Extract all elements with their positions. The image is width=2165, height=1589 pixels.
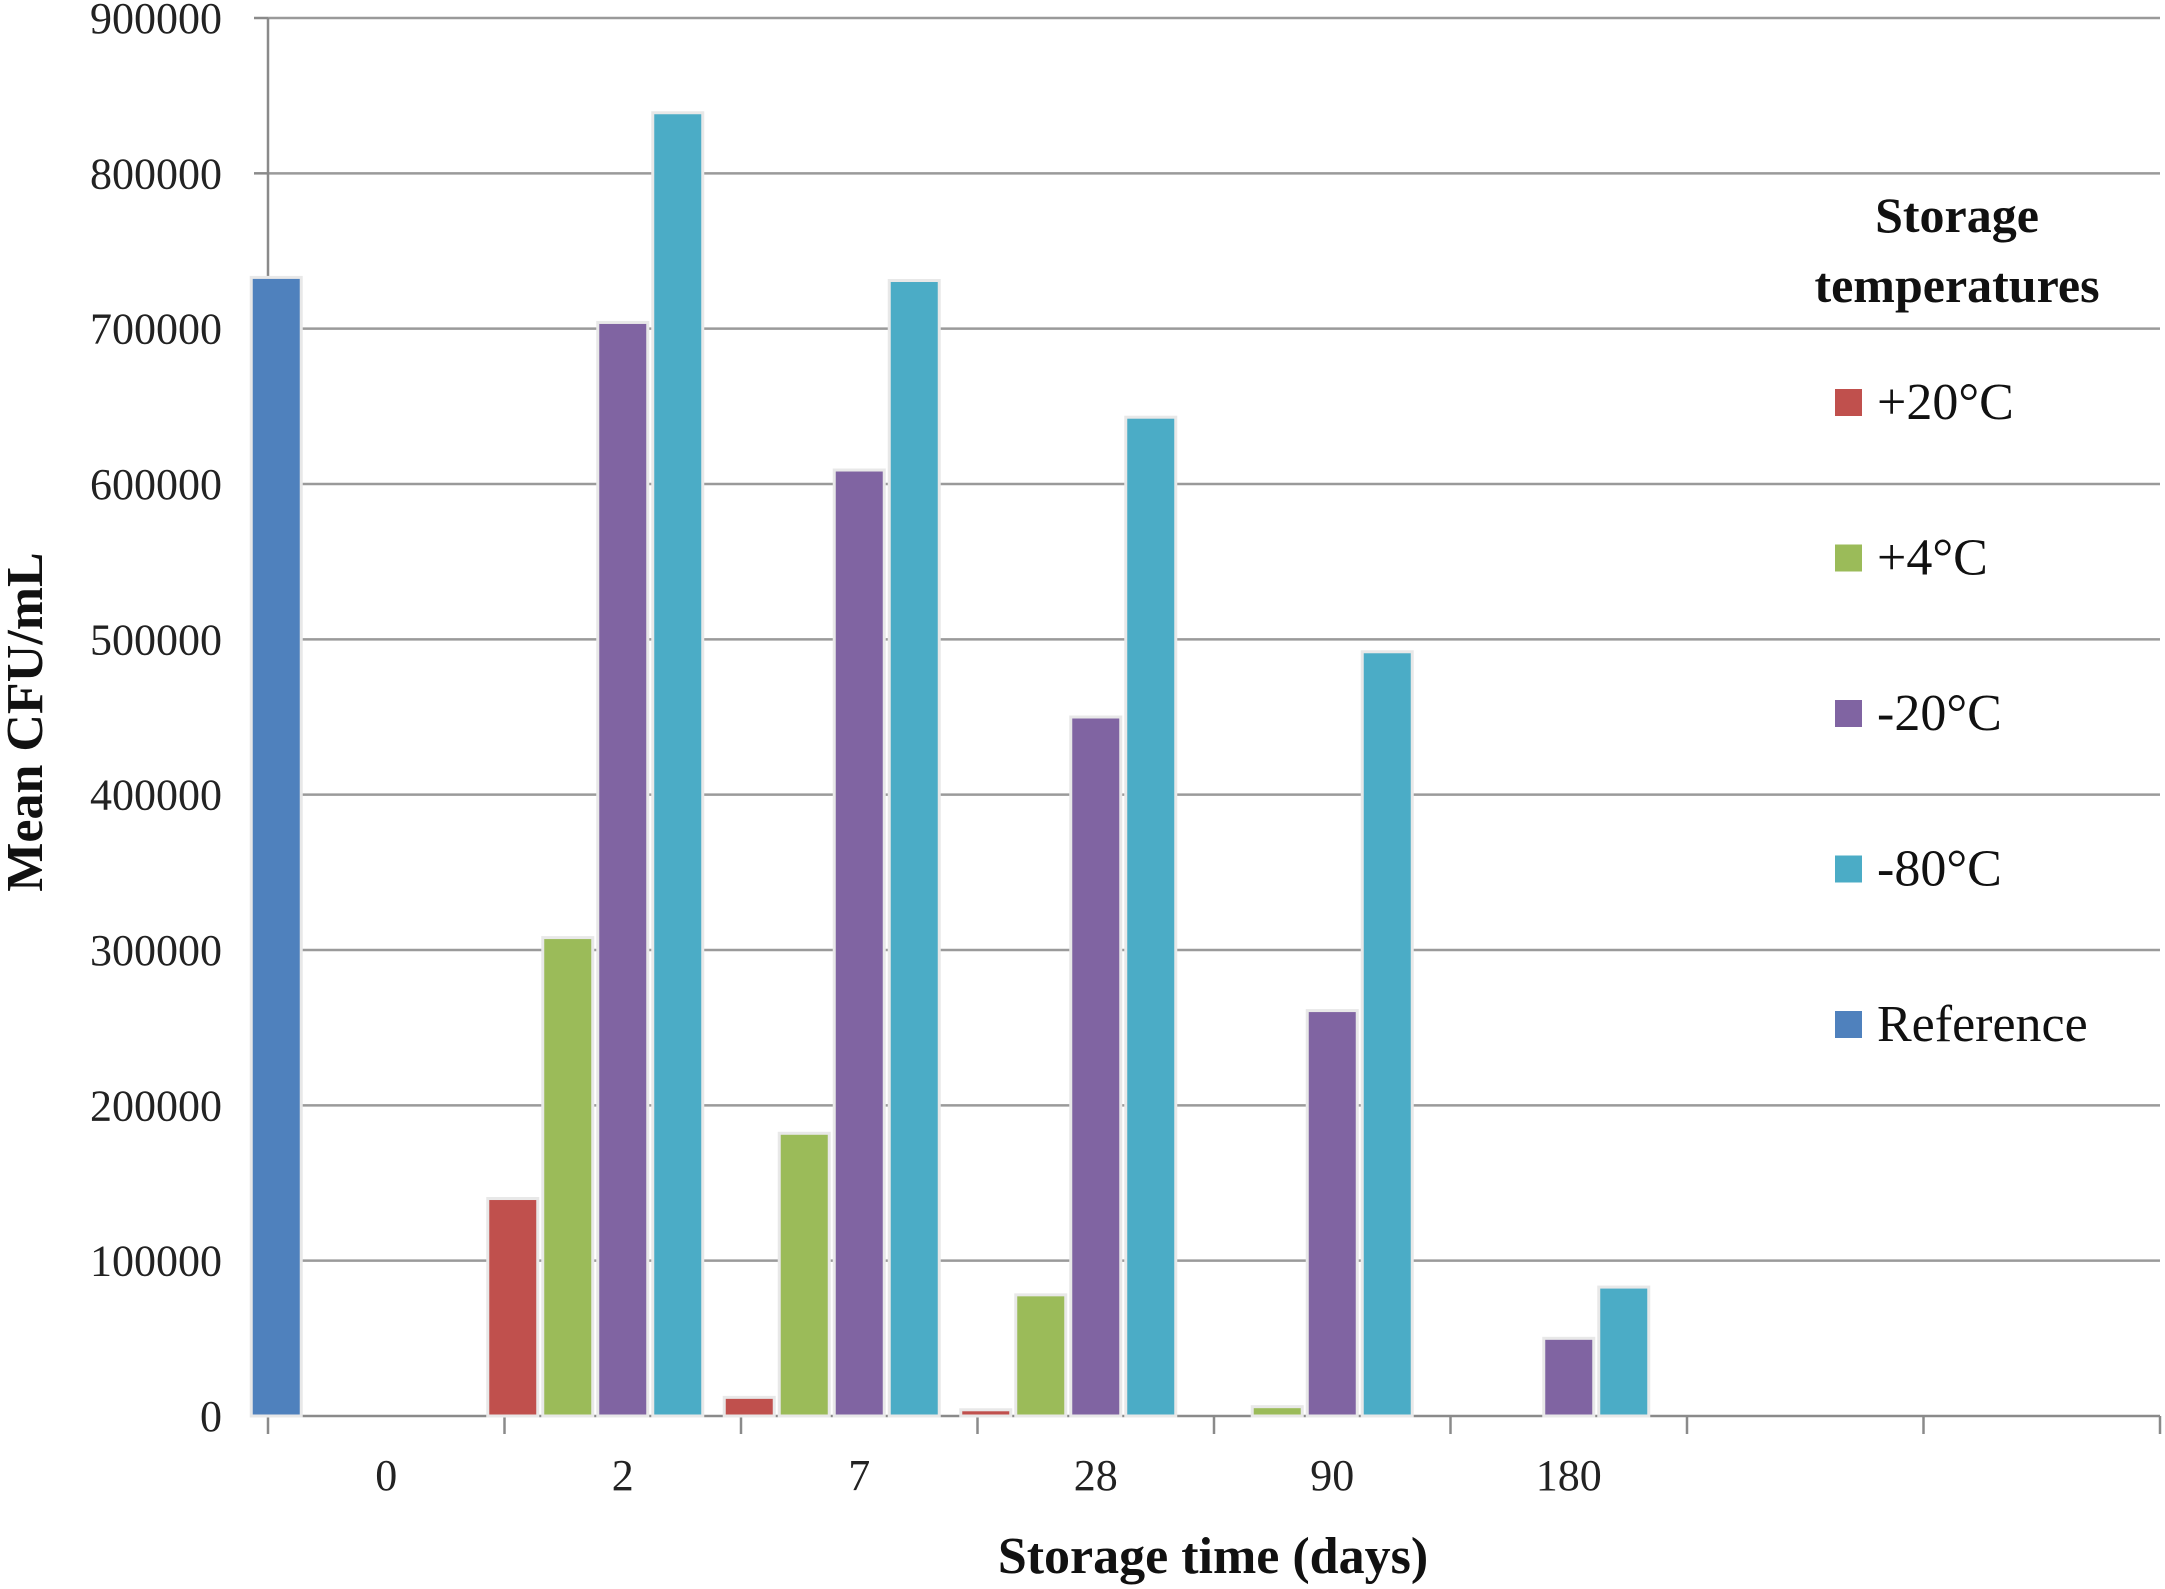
x-tick-label: 28 (1074, 1451, 1118, 1500)
x-tick-label: 0 (375, 1451, 397, 1500)
bar-20c-2 (486, 1197, 540, 1418)
y-tick-label: 100000 (90, 1237, 222, 1286)
legend-label: -80°C (1877, 841, 2002, 898)
y-tick-label: 0 (200, 1392, 222, 1441)
legend-swatch (1835, 544, 1862, 572)
y-tick-label: 300000 (90, 926, 222, 975)
bar-80c-28 (1124, 415, 1178, 1418)
bar-reference-0 (249, 275, 303, 1418)
y-tick-labels: 0 100000 200000 300000 400000 500000 600000 700… (90, 0, 222, 1441)
bar-20c-2 (596, 320, 650, 1418)
y-tick-label: 800000 (90, 149, 222, 198)
y-tick-label: 600000 (90, 460, 222, 509)
bar-20c-7 (722, 1395, 776, 1418)
legend: Storage temperatures +20°C +4°C -20°C -80°C… (1814, 187, 2099, 1053)
x-tick-labels: 0 2 7 28 90 180 (375, 1451, 1602, 1500)
x-axis-title: Storage time (days) (998, 1528, 1428, 1585)
bar-20c-28 (1069, 715, 1123, 1418)
bar-4c-7 (777, 1131, 831, 1418)
y-tick-label: 700000 (90, 305, 222, 354)
legend-label: Reference (1877, 996, 2088, 1053)
y-axis-title: Mean CFU/mL (0, 552, 54, 891)
legend-items: +20°C +4°C -20°C -80°C Reference (1835, 374, 2088, 1053)
bar-4c-2 (541, 936, 595, 1418)
bar-4c-28 (1014, 1293, 1068, 1418)
bar-20c-180 (1542, 1336, 1596, 1418)
y-tick-label: 500000 (90, 615, 222, 664)
bars (249, 111, 1651, 1418)
x-tick-label: 90 (1310, 1451, 1354, 1500)
y-tick-label: 900000 (90, 0, 222, 43)
legend-label: -20°C (1877, 685, 2002, 742)
bar-20c-28 (959, 1408, 1013, 1418)
y-tick-label: 400000 (90, 771, 222, 820)
x-tick-label: 2 (612, 1451, 634, 1500)
legend-swatch (1835, 855, 1862, 883)
legend-label: +4°C (1877, 530, 1988, 587)
legend-title-line-2: temperatures (1814, 257, 2099, 313)
x-tick-label: 180 (1536, 1451, 1602, 1500)
bar-20c-7 (832, 468, 886, 1418)
legend-swatch (1835, 389, 1862, 416)
y-tick-label: 200000 (90, 1081, 222, 1130)
bar-4c-90 (1250, 1405, 1304, 1418)
bar-20c-90 (1305, 1009, 1359, 1418)
bar-80c-180 (1597, 1285, 1651, 1418)
legend-title-line-1: Storage (1875, 187, 2039, 243)
x-tick-label: 7 (848, 1451, 870, 1500)
bar-80c-7 (887, 279, 941, 1418)
legend-swatch (1835, 700, 1862, 727)
legend-label: +20°C (1877, 374, 2014, 431)
bar-80c-2 (651, 111, 705, 1418)
legend-swatch (1835, 1011, 1862, 1038)
bar-80c-90 (1360, 650, 1414, 1418)
